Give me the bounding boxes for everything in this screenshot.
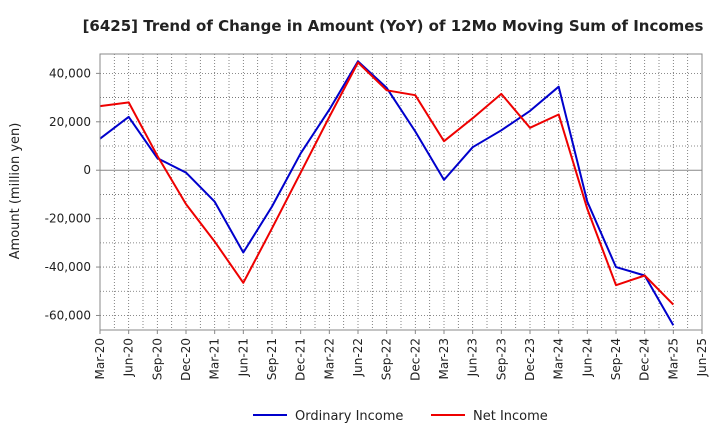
x-tick-label: Jun-22 [351,338,365,377]
x-tick-label: Mar-22 [322,338,336,379]
x-tick-label: Jun-21 [236,338,250,377]
x-tick-label: Dec-22 [408,338,422,381]
x-tick-label: Dec-24 [638,338,652,381]
x-tick-label: Jun-23 [466,338,480,377]
y-axis-label: Amount (million yen) [8,123,23,260]
x-axis-ticks: Mar-20 Jun-20 Sep-20 Dec-20 Mar-21 Jun-21 Sep-… [93,330,709,381]
x-tick-label: Dec-20 [179,338,193,381]
legend-label: Ordinary Income [295,409,403,424]
grid [99,54,703,330]
plot-frame [99,53,703,331]
x-tick-label: Sep-24 [609,338,623,380]
y-tick-label: -40,000 [45,260,91,274]
x-tick-label: Dec-23 [523,338,537,381]
y-tick-label: -60,000 [45,308,91,322]
y-tick-label: -20,000 [45,212,91,226]
legend-label: Net Income [473,409,548,424]
x-tick-label: Jun-25 [695,338,709,377]
y-tick-label: 20,000 [49,115,91,129]
series-line-net-income [99,61,675,306]
x-tick-label: Sep-21 [265,338,279,380]
x-tick-label: Sep-23 [494,338,508,380]
x-tick-label: Jun-24 [580,338,594,377]
y-tick-label: 40,000 [49,66,91,80]
y-axis-ticks: -60,000 -40,000 -20,000 0 20,000 40,000 [45,66,100,322]
series-lines [99,60,675,326]
legend: Ordinary Income Net Income [253,409,548,424]
x-tick-label: Jun-20 [122,338,136,377]
x-tick-label: Mar-20 [93,338,107,379]
x-tick-label: Mar-23 [437,338,451,379]
x-tick-label: Dec-21 [294,338,308,381]
x-tick-label: Sep-20 [150,338,164,380]
x-tick-label: Mar-21 [208,338,222,379]
x-tick-label: Sep-22 [380,338,394,380]
chart-title: [6425] Trend of Change in Amount (YoY) o… [83,17,704,35]
y-tick-label: 0 [83,163,91,177]
x-tick-label: Mar-24 [552,338,566,379]
series-line-ordinary-income [99,60,675,326]
x-tick-label: Mar-25 [666,338,680,379]
